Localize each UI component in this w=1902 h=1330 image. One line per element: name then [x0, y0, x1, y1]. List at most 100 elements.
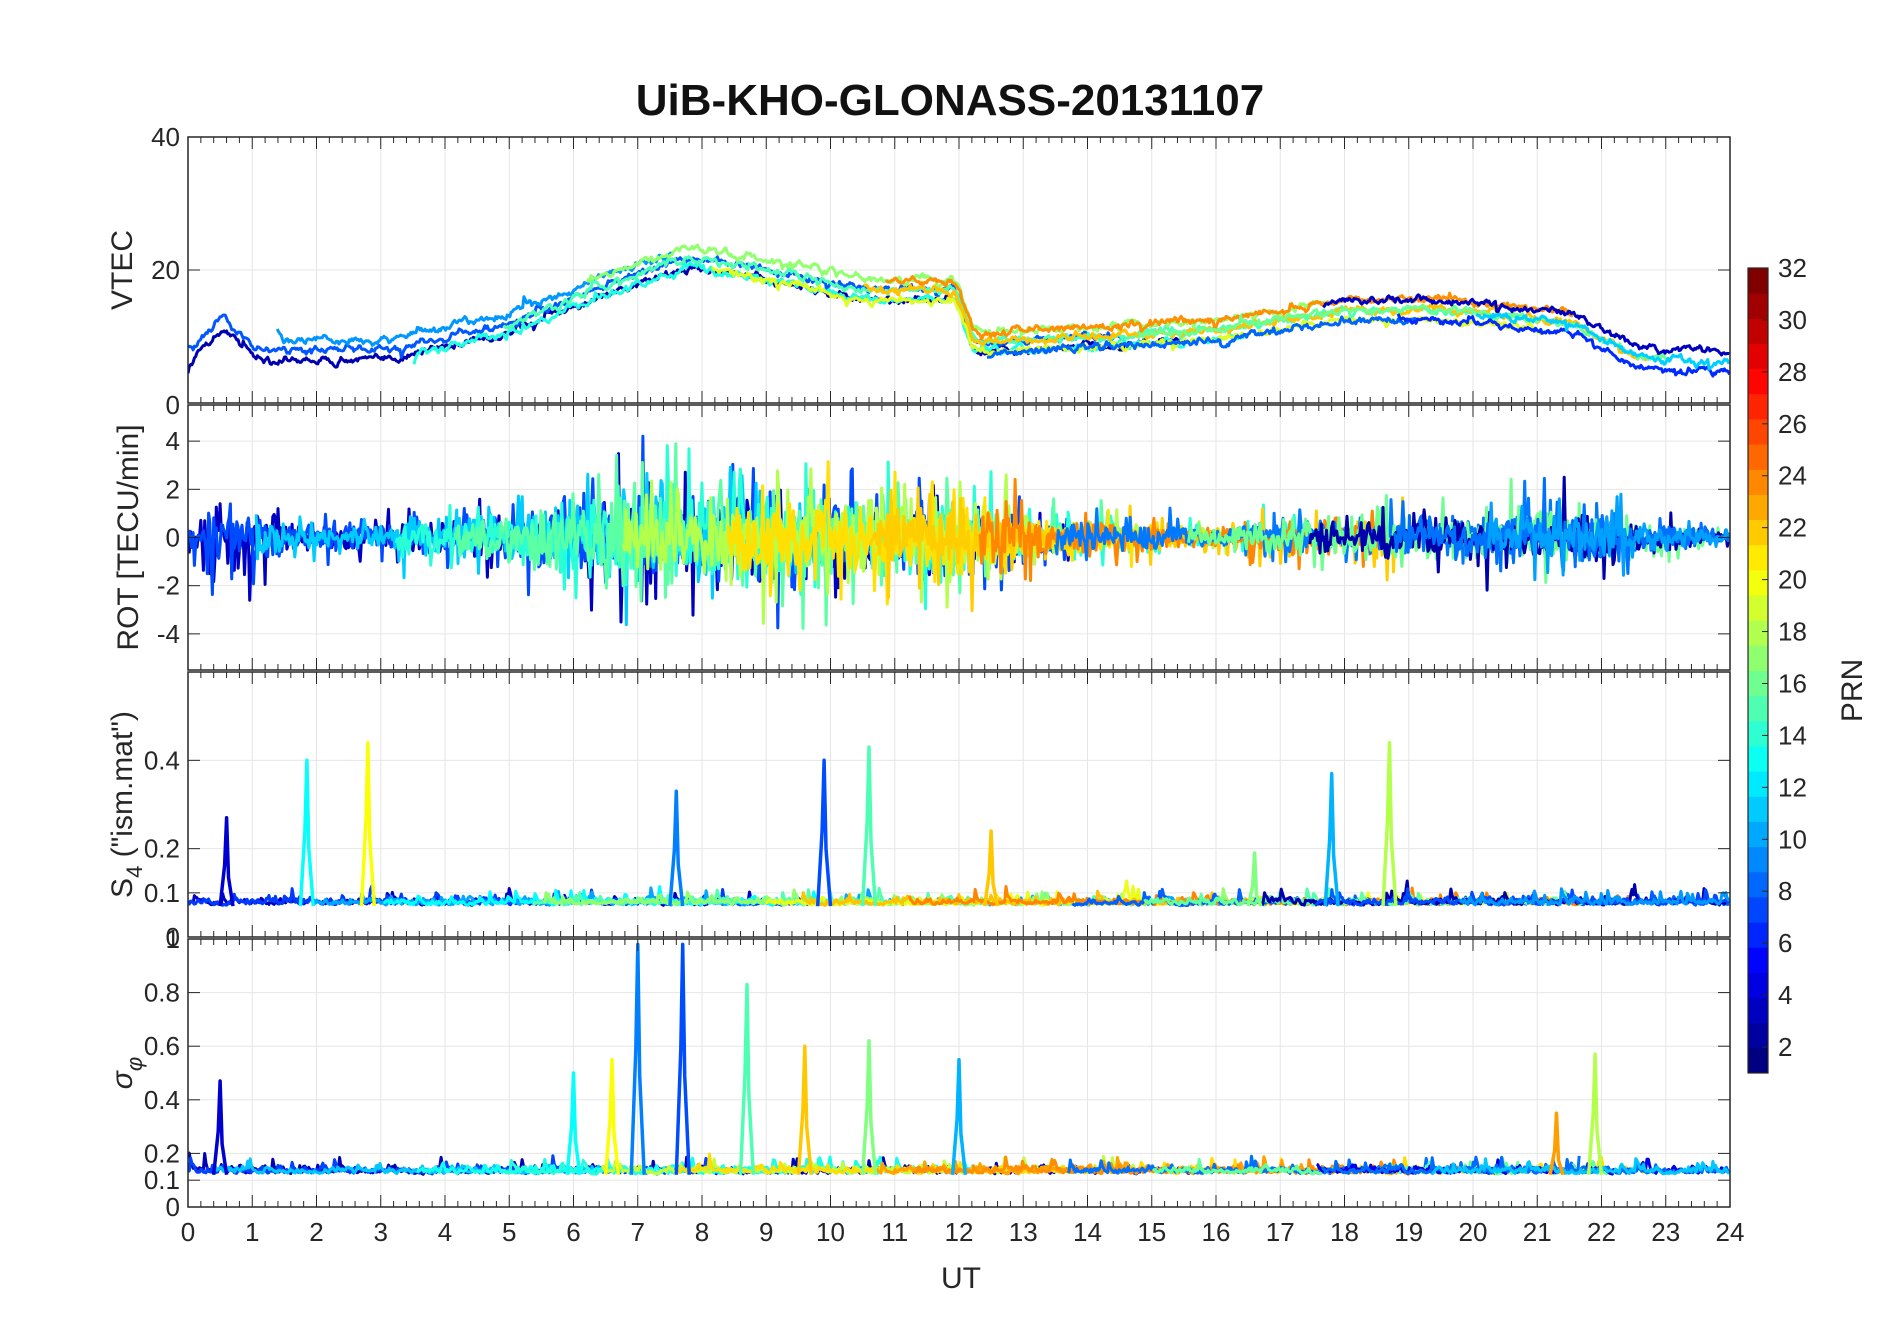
colorbar-segment — [1748, 418, 1768, 445]
colorbar-segment — [1748, 972, 1768, 999]
data-spike — [738, 982, 756, 1175]
data-trace — [986, 315, 1417, 359]
colorbar-segment — [1748, 343, 1768, 370]
x-tick-label: 5 — [502, 1217, 516, 1247]
colorbar-segment — [1748, 796, 1768, 822]
colorbar-tick-label: 26 — [1778, 409, 1807, 439]
colorbar-tick-label: 12 — [1778, 772, 1807, 802]
colorbar-segment — [1748, 1047, 1768, 1074]
data-trace — [1475, 312, 1730, 371]
colorbar-segment — [1748, 519, 1768, 546]
colorbar-tick-label: 6 — [1778, 928, 1792, 958]
colorbar-segment — [1748, 494, 1768, 521]
panel-data — [188, 740, 1730, 908]
data-spike — [218, 816, 235, 907]
y-axis-label: S4 ("ism.mat") — [106, 711, 147, 898]
data-spike — [860, 745, 878, 907]
colorbar-segment — [1748, 1022, 1768, 1049]
panel-1: 20 40 VTEC — [106, 122, 1731, 404]
x-axis: 0 1 2 3 4 5 6 7 8 9 10 11 12 13 14 15 16 17 18 19 20 21 22 23 24 — [181, 1217, 1745, 1247]
y-tick-label: 0.4 — [144, 1085, 180, 1115]
y-tick-label: 0 — [166, 523, 180, 553]
y-tick-label: 20 — [151, 255, 180, 285]
colorbar-segment — [1748, 997, 1768, 1024]
colorbar-tick-label: 28 — [1778, 357, 1807, 387]
y-tick-label: 0.1 — [144, 878, 180, 908]
x-tick-label: 20 — [1459, 1217, 1488, 1247]
colorbar-segment — [1748, 846, 1768, 873]
x-tick-label: 18 — [1330, 1217, 1359, 1247]
colorbar-tick-label: 18 — [1778, 617, 1807, 647]
data-spike — [298, 758, 316, 907]
data-trace — [1396, 313, 1730, 378]
colorbar-tick-label: 14 — [1778, 720, 1807, 750]
colorbar-tick-label: 8 — [1778, 876, 1792, 906]
y-tick-label: 0.8 — [144, 978, 180, 1008]
panel-data — [188, 434, 1730, 630]
y-tick-label: 4 — [166, 426, 180, 456]
y-axis-label: σφ — [106, 1057, 147, 1089]
x-tick-label: 22 — [1587, 1217, 1616, 1247]
x-tick-label: 1 — [245, 1217, 259, 1247]
data-spike — [815, 758, 833, 907]
colorbar-tick-label: 4 — [1778, 980, 1792, 1010]
x-tick-label: 13 — [1009, 1217, 1038, 1247]
data-spike — [603, 1057, 621, 1175]
colorbar-tick-label: 2 — [1778, 1032, 1792, 1062]
data-spike — [796, 1044, 813, 1175]
y-tick-label: 0.1 — [144, 1165, 180, 1195]
x-tick-label: 23 — [1651, 1217, 1680, 1247]
colorbar-segment — [1748, 695, 1768, 722]
colorbar-tick-label: 16 — [1778, 668, 1807, 698]
colorbar-segment — [1748, 444, 1768, 470]
chart-title: UiB-KHO-GLONASS-20131107 — [636, 76, 1264, 125]
data-spike — [1381, 740, 1398, 907]
colorbar-segment — [1748, 645, 1768, 671]
x-tick-label: 19 — [1394, 1217, 1423, 1247]
colorbar-segment — [1748, 595, 1768, 621]
colorbar-tick-label: 20 — [1778, 565, 1807, 595]
colorbar-segment — [1748, 268, 1768, 294]
colorbar-tick-label: 22 — [1778, 513, 1807, 543]
x-tick-label: 3 — [374, 1217, 388, 1247]
y-tick-label: 0 — [166, 390, 180, 420]
x-tick-label: 21 — [1523, 1217, 1552, 1247]
x-tick-label: 24 — [1716, 1217, 1745, 1247]
data-trace — [1322, 293, 1730, 357]
y-tick-label: 0 — [166, 922, 180, 952]
y-axis-label: VTEC — [106, 230, 139, 310]
y-tick-label: 0.4 — [144, 745, 180, 775]
data-spike — [1323, 771, 1340, 907]
colorbar-label: PRN — [1836, 659, 1869, 722]
colorbar-segment — [1748, 896, 1768, 923]
colorbar-segment — [1748, 670, 1768, 697]
x-tick-label: 4 — [438, 1217, 452, 1247]
y-tick-label: -4 — [157, 619, 180, 649]
colorbar-segment — [1748, 293, 1768, 319]
x-tick-label: 2 — [309, 1217, 323, 1247]
data-spike — [565, 1071, 582, 1176]
data-spike — [211, 1079, 229, 1176]
data-trace — [1430, 1157, 1730, 1176]
x-tick-label: 11 — [881, 1217, 908, 1247]
data-trace — [885, 275, 1574, 341]
y-tick-label: -2 — [157, 571, 180, 601]
x-tick-label: 16 — [1202, 1217, 1231, 1247]
colorbar-segment — [1748, 318, 1768, 344]
colorbar-segment — [1748, 620, 1768, 646]
colorbar-segment — [1748, 821, 1768, 848]
panel-data — [188, 243, 1730, 378]
data-spike — [359, 740, 377, 907]
colorbar-tick-label: 24 — [1778, 461, 1807, 491]
colorbar-segment — [1748, 871, 1768, 898]
x-axis-label: UT — [941, 1262, 981, 1295]
data-trace — [1458, 887, 1730, 907]
colorbar-segment — [1748, 368, 1768, 395]
colorbar-segment — [1748, 922, 1768, 948]
y-tick-label: 0 — [166, 1192, 180, 1222]
x-tick-label: 12 — [945, 1217, 974, 1247]
